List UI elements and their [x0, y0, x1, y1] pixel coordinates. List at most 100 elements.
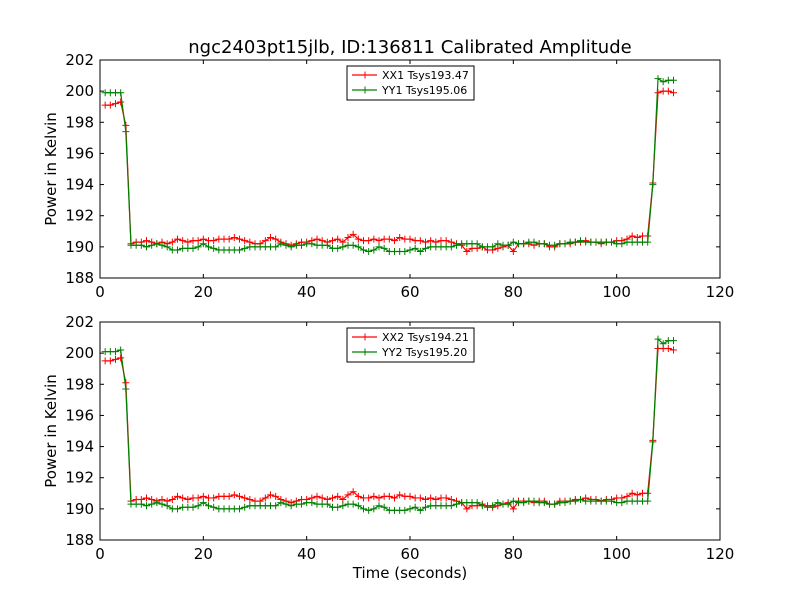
data-point	[236, 235, 243, 243]
data-point	[287, 502, 295, 510]
data-point	[272, 492, 280, 500]
data-point	[106, 357, 114, 365]
data-point	[670, 346, 677, 354]
data-point	[241, 237, 249, 245]
data-point	[137, 241, 145, 249]
data-point	[267, 491, 274, 499]
data-point	[659, 78, 667, 86]
data-point	[375, 502, 383, 510]
data-point	[112, 348, 119, 356]
data-point	[375, 494, 383, 502]
y-tick-label: 200	[65, 82, 94, 100]
data-point	[163, 243, 171, 251]
data-point	[375, 237, 383, 245]
data-point	[179, 237, 187, 245]
data-point	[618, 499, 626, 507]
data-point	[365, 494, 373, 502]
data-point	[649, 438, 657, 446]
data-point	[494, 240, 502, 248]
data-point	[339, 243, 347, 251]
data-point	[628, 232, 636, 240]
data-point	[670, 76, 677, 84]
data-point	[349, 241, 357, 249]
data-point	[509, 248, 517, 256]
series-xx1	[101, 87, 677, 256]
x-tick-label: 80	[504, 545, 523, 563]
x-tick-label: 20	[194, 545, 213, 563]
data-point	[391, 494, 398, 502]
data-point	[194, 237, 202, 245]
data-point	[194, 243, 202, 251]
y-tick-label: 202	[65, 51, 94, 69]
x-tick-label: 100	[602, 545, 631, 563]
y-tick-label: 198	[65, 375, 94, 393]
data-point	[112, 355, 119, 363]
data-point	[199, 499, 207, 507]
data-point	[453, 500, 460, 508]
data-point	[137, 500, 145, 508]
data-point	[411, 244, 419, 252]
data-point	[380, 244, 388, 252]
data-point	[411, 503, 419, 511]
data-point	[375, 243, 383, 251]
data-point	[401, 506, 409, 514]
data-point	[122, 128, 130, 136]
y-axis-label: Power in Kelvin	[42, 112, 60, 226]
data-point	[489, 243, 497, 251]
data-point	[670, 337, 677, 345]
data-point	[168, 496, 176, 504]
data-point	[210, 244, 218, 252]
data-point	[308, 499, 316, 507]
panel-2: Power in Kelvin 0 20 40 60 80 100 120 188 190 192 1…	[42, 313, 734, 563]
data-point	[230, 234, 238, 242]
y-tick-label: 190	[65, 238, 94, 256]
y-tick-label: 192	[65, 207, 94, 225]
y-tick-label: 192	[65, 469, 94, 487]
data-point	[349, 230, 357, 238]
data-point	[308, 240, 316, 248]
data-point	[287, 243, 295, 251]
series-xx2	[101, 344, 677, 513]
series-yy2	[101, 335, 677, 514]
data-point	[189, 244, 197, 252]
x-tick-label: 0	[95, 283, 105, 301]
data-point	[199, 492, 207, 500]
data-point	[298, 500, 305, 508]
data-point	[561, 499, 569, 507]
data-point	[494, 499, 502, 507]
data-point	[618, 240, 626, 248]
x-axis-label: Time (seconds)	[352, 564, 468, 582]
data-point	[659, 340, 667, 348]
x-tick-label: 120	[706, 545, 735, 563]
legend: XX1 Tsys193.47 YY1 Tsys195.06	[346, 65, 475, 101]
y-tick-label: 188	[65, 531, 94, 549]
data-point	[530, 497, 538, 505]
data-point	[406, 505, 414, 513]
data-point	[339, 496, 347, 504]
data-point	[427, 237, 435, 245]
data-point	[427, 494, 435, 502]
data-point	[489, 502, 497, 510]
data-point	[334, 244, 342, 252]
data-point	[406, 235, 414, 243]
data-point	[577, 237, 584, 245]
data-point	[323, 500, 331, 508]
x-tick-label: 20	[194, 283, 213, 301]
data-point	[210, 503, 218, 511]
data-point	[323, 241, 331, 249]
data-point	[551, 241, 559, 249]
data-point	[153, 240, 161, 248]
data-point	[236, 492, 243, 500]
data-point	[608, 497, 615, 505]
data-point	[329, 237, 336, 245]
x-tick-label: 120	[706, 283, 735, 301]
data-point	[298, 241, 305, 249]
data-point	[422, 238, 429, 246]
data-point	[664, 87, 672, 95]
data-point	[365, 506, 373, 514]
series-yy1	[101, 75, 677, 256]
data-point	[261, 494, 269, 502]
data-point	[349, 488, 357, 496]
data-point	[365, 248, 373, 256]
